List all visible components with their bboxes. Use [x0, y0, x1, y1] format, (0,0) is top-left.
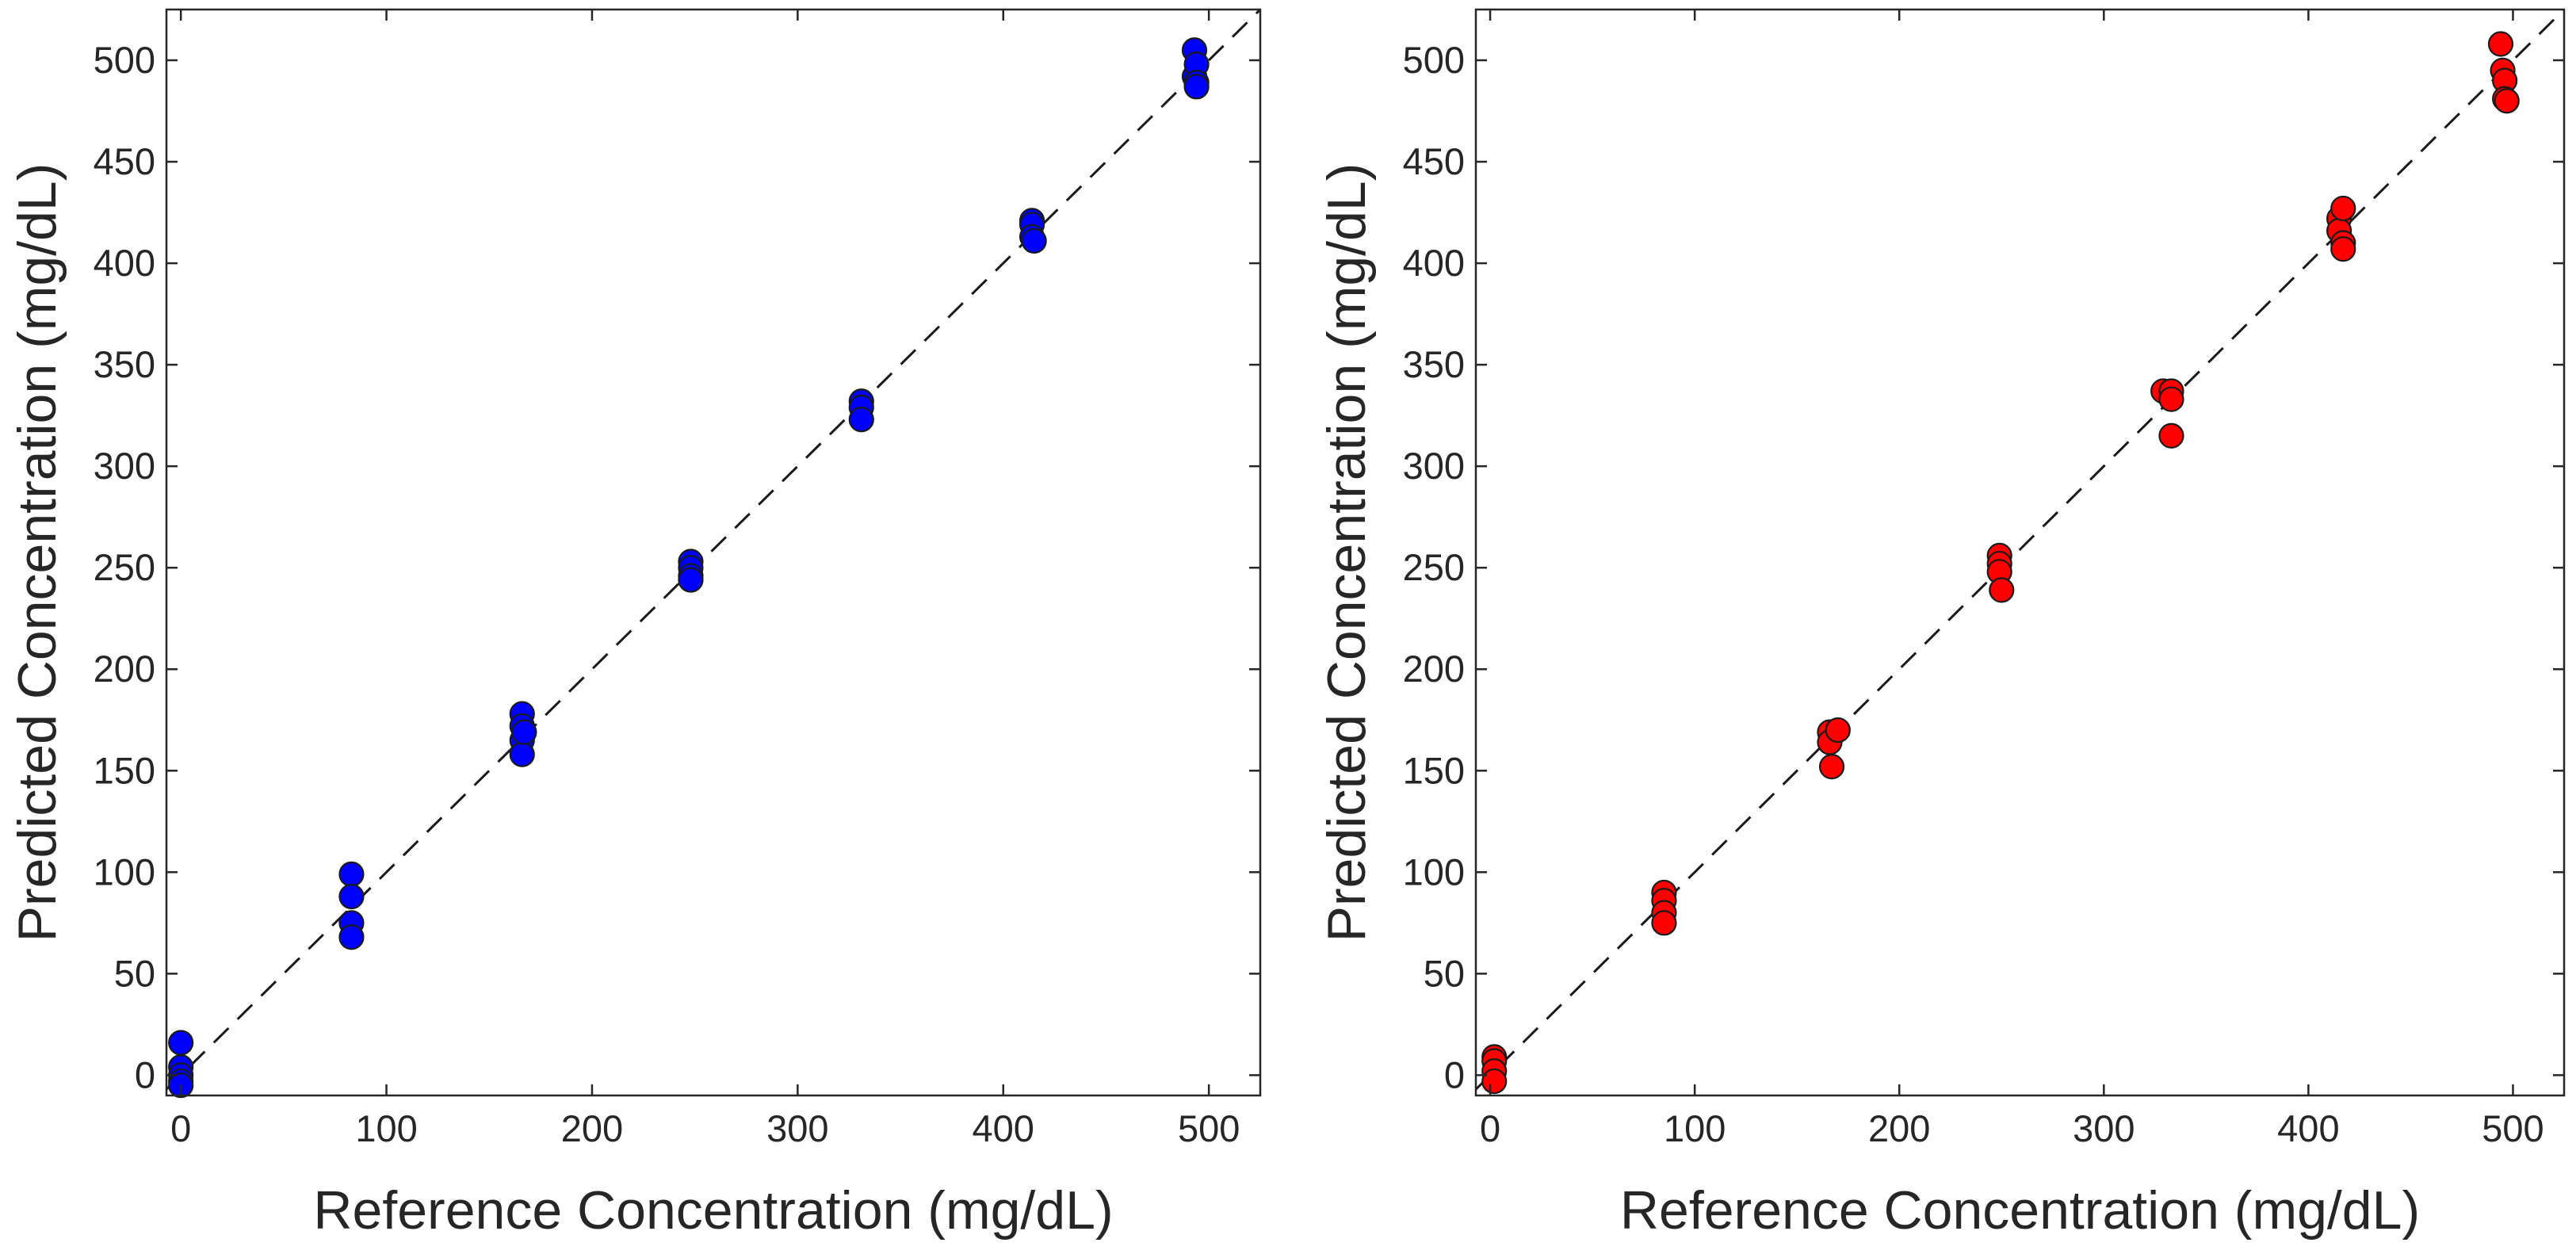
- data-point: [509, 741, 535, 767]
- y-tick-label: 150: [94, 749, 155, 791]
- y-tick-label: 500: [1403, 39, 1465, 81]
- y-tick-label: 350: [94, 343, 155, 385]
- x-tick-label: 500: [1178, 1107, 1240, 1149]
- data-point: [338, 861, 365, 887]
- left-scatter-panel: 0 100 200 300 400 500 0 50 100 150 200 250 300 350 400…: [7, 8, 1262, 1241]
- x-axis-label: Reference Concentration (mg/dL): [1620, 1180, 2420, 1241]
- data-point: [2494, 88, 2520, 114]
- data-point: [1818, 754, 1845, 780]
- x-tick-label: 100: [1664, 1107, 1726, 1149]
- data-point: [2330, 236, 2356, 262]
- y-tick-label: 0: [135, 1053, 155, 1095]
- y-tick-label: 200: [94, 648, 155, 690]
- x-tick-label: 400: [973, 1107, 1034, 1149]
- y-tick-label: 450: [94, 140, 155, 182]
- y-tick-label: 300: [94, 445, 155, 487]
- x-tick-label: 0: [170, 1107, 191, 1149]
- y-tick-label: 150: [1403, 749, 1465, 791]
- y-tick-label: 400: [94, 242, 155, 284]
- data-point: [848, 407, 874, 433]
- y-axis-label: Predicted Concentration (mg/dL): [7, 163, 67, 942]
- y-tick-label: 300: [1403, 445, 1465, 487]
- identity-dashed-line: [1474, 8, 2566, 1091]
- data-point: [2158, 386, 2184, 412]
- x-tick-label: 100: [355, 1107, 417, 1149]
- y-tick-label: 500: [94, 39, 155, 81]
- y-tick-label: 50: [1424, 952, 1465, 994]
- y-tick-label: 100: [94, 851, 155, 893]
- axes-frame: [1474, 8, 2566, 1097]
- data-point: [1481, 1068, 1508, 1095]
- x-tick-label: 0: [1480, 1107, 1500, 1149]
- data-point: [678, 567, 704, 593]
- data-point: [1183, 74, 1210, 100]
- x-tick-label: 300: [2073, 1107, 2135, 1149]
- y-tick-label: 200: [1403, 648, 1465, 690]
- data-point: [2158, 422, 2184, 449]
- axes-frame: [165, 8, 1262, 1097]
- y-tick-label: 250: [1403, 546, 1465, 588]
- x-tick-label: 300: [766, 1107, 828, 1149]
- data-point: [2487, 31, 2514, 57]
- y-tick-label: 350: [1403, 343, 1465, 385]
- data-point: [511, 719, 537, 745]
- data-point: [168, 1030, 194, 1056]
- data-point: [1651, 910, 1677, 936]
- x-tick-label: 200: [561, 1107, 623, 1149]
- x-tick-label: 400: [2277, 1107, 2339, 1149]
- data-point: [338, 924, 365, 950]
- x-axis-label: Reference Concentration (mg/dL): [313, 1180, 1113, 1241]
- y-axis-label: Predicted Concentration (mg/dL): [1317, 163, 1377, 942]
- right-scatter-panel: 0 100 200 300 400 500 0 50 100 150 200 250 300 350 400…: [1317, 8, 2566, 1241]
- data-point: [2330, 195, 2356, 222]
- identity-dashed-line: [165, 8, 1262, 1091]
- x-tick-label: 500: [2482, 1107, 2544, 1149]
- y-tick-label: 400: [1403, 242, 1465, 284]
- y-tick-label: 50: [114, 952, 155, 994]
- x-tick-label: 200: [1868, 1107, 1930, 1149]
- y-tick-label: 450: [1403, 140, 1465, 182]
- data-point: [338, 883, 365, 910]
- data-point: [1021, 227, 1047, 254]
- y-tick-label: 250: [94, 546, 155, 588]
- y-tick-label: 0: [1444, 1053, 1465, 1095]
- y-tick-label: 100: [1403, 851, 1465, 893]
- data-point: [1989, 577, 2015, 603]
- data-point: [1825, 717, 1851, 744]
